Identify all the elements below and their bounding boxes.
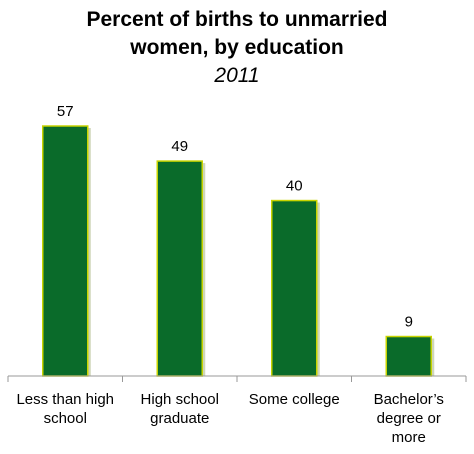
category-label-3-line-1: degree or [377,410,441,427]
category-label-1: High school graduate [141,391,219,427]
chart-subtitle: 2011 [214,64,260,87]
category-label-1-line-0: High school [141,391,219,408]
category-label-1-line-1: graduate [150,410,209,427]
category-label-3: Bachelor’s degree or more [374,391,444,446]
category-label-0-line-0: Less than high [16,391,114,408]
category-label-2: Some college [249,391,340,408]
category-label-0: Less than high school [16,391,114,427]
category-label-3-line-0: Bachelor’s [374,391,444,408]
bar-1 [156,160,203,377]
bar-3 [385,335,432,377]
chart-title-block: Percent of births to unmarried women, by… [0,6,474,89]
category-label-2-line-0: Some college [249,391,340,408]
value-label-0: 57 [57,103,74,120]
bar-2 [271,199,318,377]
value-label-3: 9 [405,314,413,331]
category-label-0-line-1: school [44,410,87,427]
value-label-2: 40 [286,178,303,195]
bar-0 [42,125,89,377]
value-label-1: 49 [171,138,188,155]
chart-title-line-2: women, by education [130,36,344,59]
chart-title-line-1: Percent of births to unmarried [86,8,388,31]
category-label-3-line-2: more [392,429,426,446]
